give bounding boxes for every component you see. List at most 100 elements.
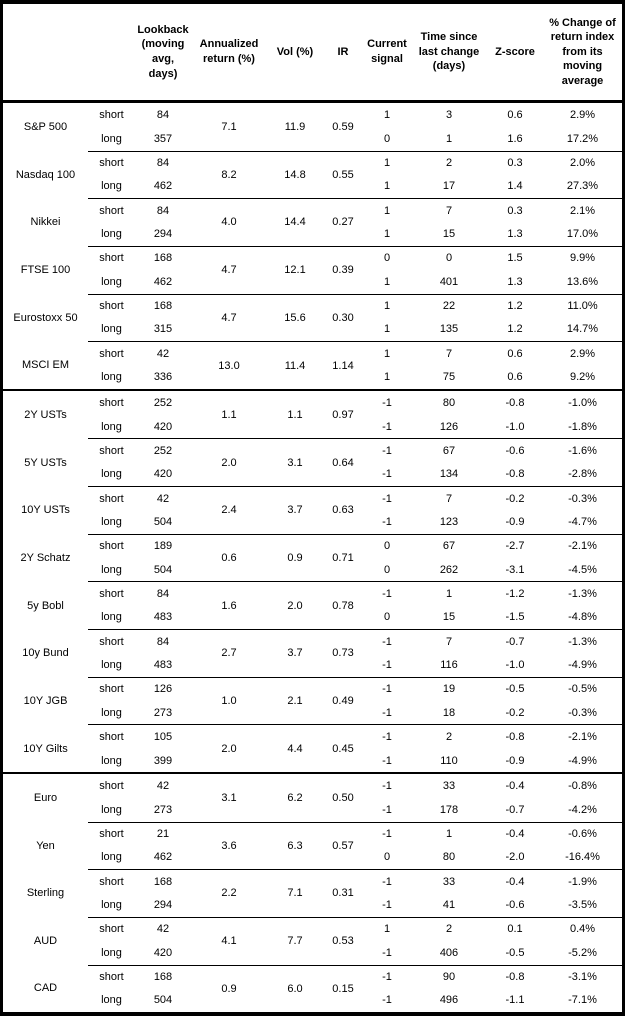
- pct-change-cell: -2.1%: [568, 730, 597, 743]
- ir-cell: 0.45: [323, 724, 363, 775]
- zscore-cell: -0.6: [505, 445, 525, 457]
- time-since-cell: 33: [442, 875, 456, 888]
- lookback-cell: 294: [135, 893, 191, 918]
- time-since-cell: 22: [442, 300, 456, 313]
- pct-change-cell: -1.3%: [568, 587, 597, 600]
- table-body: S&P 500 short 84 7.1 11.9 0.59 1 3 0.6 2.9% long 35…: [3, 101, 622, 1013]
- signal-cell: -1: [382, 683, 392, 696]
- signal-cell: -1: [363, 510, 411, 535]
- ir-cell: 0.78: [323, 581, 363, 631]
- zscore-cell: -0.2: [505, 492, 525, 505]
- pct-change-cell: 0.4%: [569, 923, 596, 936]
- pct-change-cell: -3.1%: [568, 971, 597, 984]
- signal-cell: -1: [363, 893, 411, 918]
- horizon-cell: long: [88, 845, 135, 871]
- lookback-cell: 483: [135, 605, 191, 631]
- ir-cell: 0.57: [323, 822, 363, 871]
- table-row: long 420 -1 406 -0.5 -5.2%: [3, 941, 622, 966]
- annualized-return-cell: 3.6: [191, 822, 267, 871]
- zscore-cell: -0.9: [487, 510, 543, 535]
- pct-change-cell: -1.6%: [568, 445, 597, 457]
- signal-cell: -1: [363, 798, 411, 823]
- ir-cell: 0.73: [323, 629, 363, 678]
- signal-cell: -1: [363, 941, 411, 966]
- time-since-cell: 7: [445, 635, 453, 648]
- table-row: Eurostoxx 50 short 168 4.7 15.6 0.30 1 22 1.2 11.…: [3, 294, 622, 343]
- time-since-cell: 80: [411, 845, 487, 871]
- pct-change-cell: -16.4%: [543, 845, 622, 871]
- lookback-cell: 84: [156, 635, 170, 648]
- lookback-cell: 462: [135, 270, 191, 295]
- time-since-cell: 110: [411, 748, 487, 775]
- lookback-cell: 294: [135, 222, 191, 247]
- table-row: long 504 -1 496 -1.1 -7.1%: [3, 989, 622, 1012]
- horizon-cell: short: [99, 730, 124, 743]
- table-row: CAD short 168 0.9 6.0 0.15 -1 90 -0.8 -3.1%: [3, 965, 622, 995]
- table-row: long 336 1 75 0.6 9.2%: [3, 365, 622, 392]
- lookback-cell: 42: [156, 923, 170, 936]
- time-since-cell: 116: [411, 653, 487, 678]
- table-row: long 273 -1 178 -0.7 -4.2%: [3, 798, 622, 823]
- header-row: Lookback (moving avg, days) Annualized re…: [3, 4, 622, 103]
- signal-cell: -1: [382, 397, 392, 410]
- pct-change-cell: -7.1%: [568, 994, 597, 1007]
- ir-cell: 0.59: [323, 101, 363, 152]
- pct-change-cell: -4.5%: [543, 558, 622, 583]
- pct-change-cell: 17.2%: [543, 127, 622, 152]
- zscore-cell: -3.1: [487, 558, 543, 583]
- table-row: 5y Bobl short 84 1.6 2.0 0.78 -1 1 -1.2 -1.3%: [3, 581, 622, 631]
- table-row: 10Y Gilts short 105 2.0 4.4 0.45 -1 2 -0.8 -2.1%: [3, 724, 622, 775]
- time-since-cell: 80: [442, 397, 456, 410]
- table-row: long 483 0 15 -1.5 -4.8%: [3, 605, 622, 631]
- vol-cell: 2.1: [267, 677, 323, 726]
- column-header-zscore: Z-score: [487, 4, 543, 103]
- lookback-cell: 336: [135, 365, 191, 392]
- pct-change-cell: -0.3%: [568, 492, 597, 505]
- signal-cell: -1: [382, 875, 392, 888]
- vol-cell: 2.0: [267, 581, 323, 631]
- zscore-cell: -1.2: [505, 587, 525, 600]
- annualized-return-cell: 0.6: [191, 534, 267, 583]
- annualized-return-cell: 2.0: [191, 438, 267, 488]
- signal-cell: -1: [382, 828, 392, 841]
- pct-change-cell: -1.8%: [543, 415, 622, 440]
- ir-cell: 0.15: [332, 982, 354, 995]
- vol-cell: 7.1: [267, 869, 323, 918]
- lookback-cell: 84: [156, 157, 170, 170]
- signal-cell: 1: [383, 300, 391, 313]
- time-since-cell: 406: [411, 941, 487, 966]
- ir-cell: 0.71: [323, 534, 363, 583]
- column-header-ir: IR: [323, 4, 363, 103]
- signal-cell: 0: [363, 558, 411, 583]
- lookback-cell: 168: [153, 971, 173, 984]
- table-row: Nasdaq 100 short 84 8.2 14.8 0.55 1 2 0.3 2.0%: [3, 151, 622, 200]
- zscore-cell: 0.1: [507, 923, 523, 936]
- time-since-cell: 18: [411, 701, 487, 726]
- asset-cell: AUD: [33, 935, 58, 948]
- ir-cell: 0.50: [323, 773, 363, 823]
- lookback-cell: 84: [156, 587, 170, 600]
- time-since-cell: 90: [442, 971, 456, 984]
- asset-cell: 2Y USTs: [24, 409, 67, 422]
- column-header-vol: Vol (%): [267, 4, 323, 103]
- lookback-cell: 105: [153, 730, 173, 743]
- column-header-lookback: Lookback (moving avg, days): [135, 4, 191, 103]
- zscore-cell: -0.8: [505, 971, 525, 984]
- signal-cell: -1: [363, 653, 411, 678]
- lookback-cell: 252: [153, 445, 173, 457]
- horizon-cell: short: [99, 252, 124, 265]
- horizon-cell: long: [88, 415, 135, 440]
- horizon-cell: short: [99, 635, 124, 648]
- lookback-cell: 42: [156, 347, 170, 360]
- lookback-cell: 126: [153, 683, 173, 696]
- ir-cell: 0.30: [323, 294, 363, 343]
- annualized-return-cell: 2.7: [191, 629, 267, 678]
- vol-cell: 11.9: [267, 101, 323, 152]
- vol-cell: 11.4: [267, 341, 323, 392]
- zscore-cell: -0.7: [487, 798, 543, 823]
- horizon-cell: short: [99, 828, 124, 841]
- lookback-cell: 315: [135, 317, 191, 343]
- zscore-cell: 0.6: [507, 109, 523, 122]
- pct-change-cell: -4.2%: [543, 798, 622, 823]
